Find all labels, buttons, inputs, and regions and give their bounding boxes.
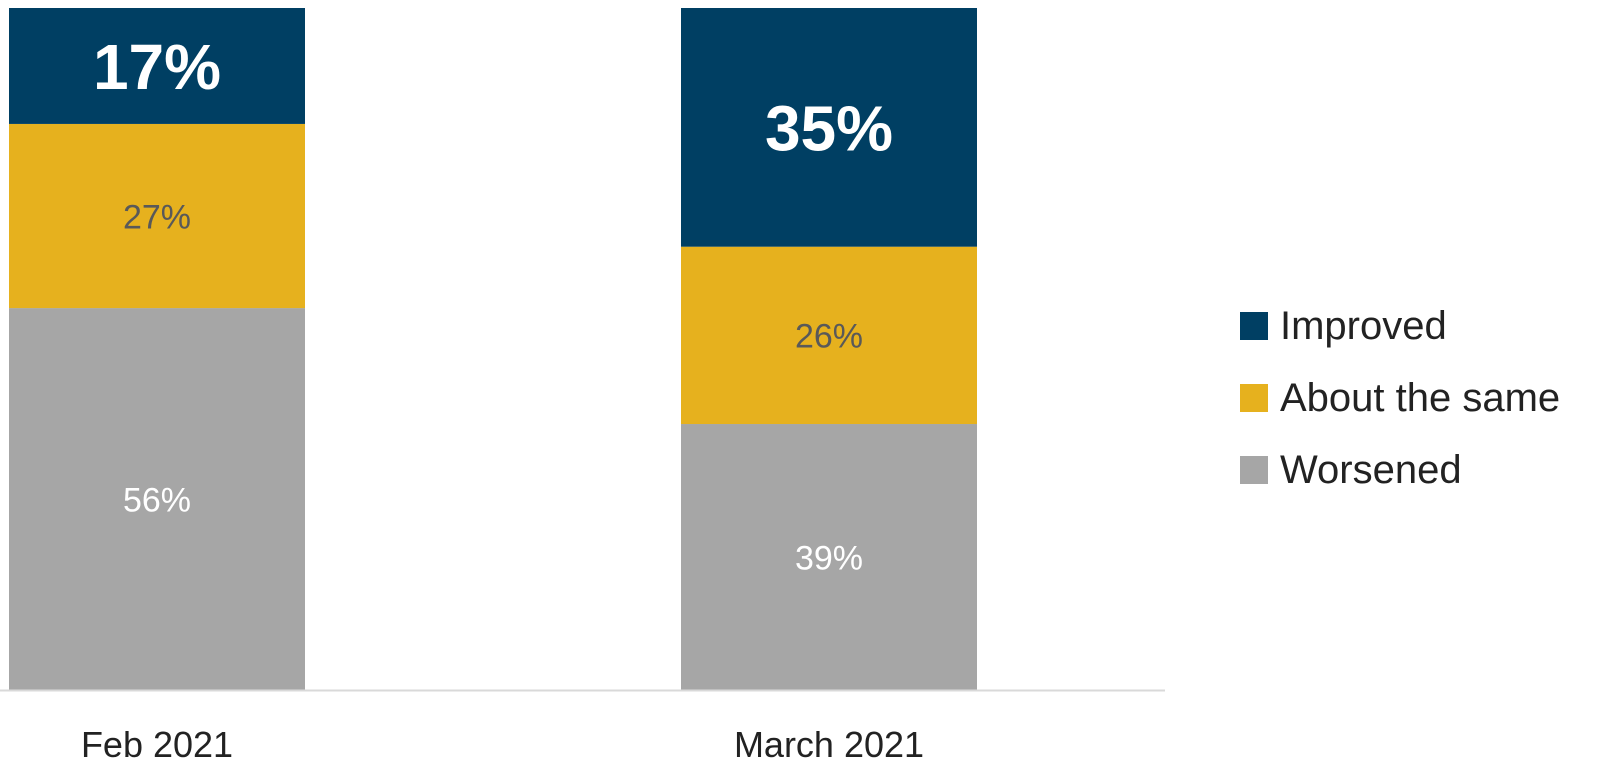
legend-swatch-improved (1240, 312, 1268, 340)
x-tick-label-march-2021: March 2021 (734, 724, 924, 765)
legend-item-worsened: Worsened (1240, 434, 1560, 506)
bar-march-2021-improved (681, 8, 977, 247)
data-label-march-2021-worsened: 39% (795, 539, 863, 577)
legend: Improved About the same Worsened (1240, 290, 1560, 506)
legend-label-about-the-same: About the same (1280, 375, 1561, 420)
data-label-march-2021-about-the-same: 26% (795, 318, 863, 356)
bar-feb-2021-worsened (9, 308, 305, 690)
data-label-feb-2021-worsened: 56% (123, 481, 191, 519)
legend-swatch-worsened (1240, 456, 1268, 484)
data-label-march-2021-improved: 35% (765, 92, 893, 164)
legend-item-about-the-same: About the same (1240, 362, 1560, 434)
legend-swatch-about-the-same (1240, 384, 1268, 412)
data-label-feb-2021-improved: 17% (93, 31, 221, 103)
legend-label-worsened: Worsened (1280, 447, 1462, 492)
legend-label-improved: Improved (1280, 303, 1447, 348)
x-tick-label-feb-2021: Feb 2021 (81, 724, 233, 765)
legend-item-improved: Improved (1240, 290, 1560, 362)
bar-feb-2021-improved (9, 8, 305, 124)
bar-march-2021-about-the-same (681, 246, 977, 425)
bar-feb-2021-about-the-same (9, 123, 305, 309)
bar-march-2021-worsened (681, 424, 977, 690)
data-label-feb-2021-about-the-same: 27% (123, 198, 191, 236)
